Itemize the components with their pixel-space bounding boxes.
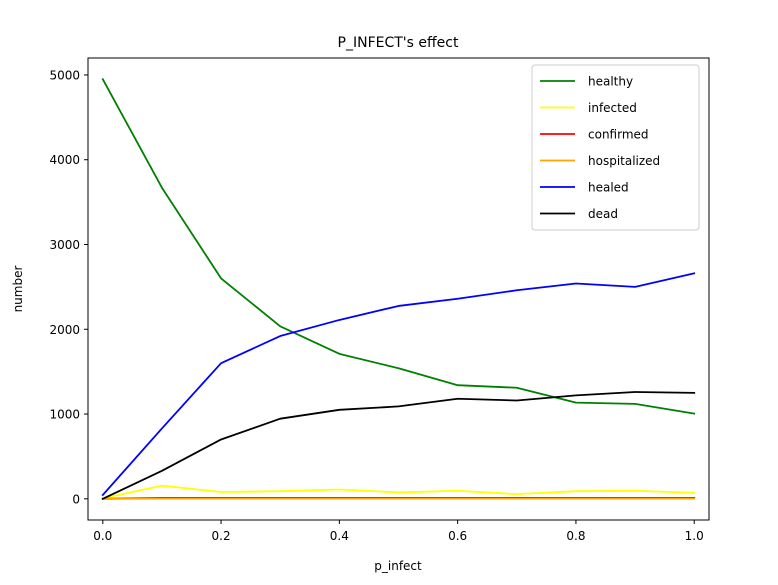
x-tick-label: 0.4 (330, 529, 349, 543)
chart-title: P_INFECT's effect (338, 35, 459, 51)
series-line-dead (101, 391, 696, 501)
legend: healthy infected confirmed hospitalized heal… (531, 64, 700, 231)
legend-box (531, 64, 700, 231)
series-line-infected (101, 484, 696, 500)
legend-label-hospitalized: hospitalized (588, 154, 660, 168)
y-axis-label: number (11, 266, 25, 313)
legend-label-dead: dead (588, 207, 618, 221)
y-tick-label: 3000 (49, 238, 80, 252)
legend-label-healthy: healthy (588, 75, 633, 89)
plot-frame (87, 57, 710, 521)
x-tick-label: 0.0 (93, 529, 112, 543)
legend-label-confirmed: confirmed (588, 128, 649, 142)
x-axis-label: p_infect (374, 559, 422, 573)
x-axis: 0.0 0.2 0.4 0.6 0.8 1.0 (93, 520, 704, 543)
y-tick-label: 0 (72, 492, 80, 506)
x-tick-label: 1.0 (685, 529, 704, 543)
y-tick-label: 4000 (49, 153, 80, 167)
y-tick-label: 5000 (49, 68, 80, 82)
x-tick-label: 0.2 (212, 529, 231, 543)
plot-content (101, 77, 696, 501)
y-tick-label: 1000 (49, 408, 80, 422)
series-line-healed (101, 272, 696, 497)
series-line-healthy (101, 77, 696, 415)
y-tick-label: 2000 (49, 323, 80, 337)
legend-label-infected: infected (588, 101, 637, 115)
legend-label-healed: healed (588, 181, 629, 195)
x-tick-label: 0.8 (566, 529, 585, 543)
y-axis: 0 1000 2000 3000 4000 5000 (49, 68, 88, 506)
x-tick-label: 0.6 (448, 529, 467, 543)
